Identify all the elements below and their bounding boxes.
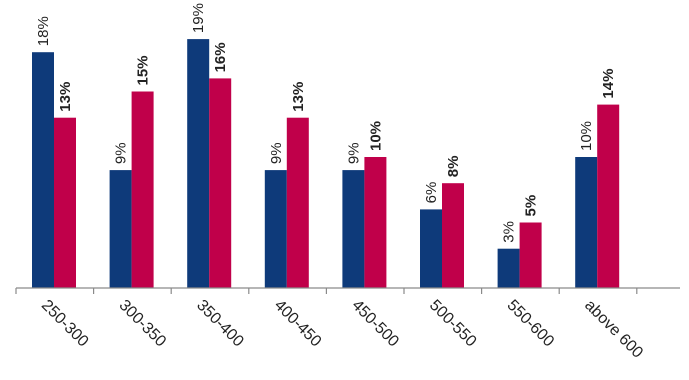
data-label-series-1: 9% <box>268 142 285 164</box>
data-label-series-2: 5% <box>523 195 540 217</box>
data-label-series-1: 3% <box>501 221 518 243</box>
bar-series-2-300-350 <box>131 91 154 288</box>
x-tick-label: above 600 <box>581 297 646 362</box>
data-label-series-1: 18% <box>35 16 52 46</box>
bar-series-2-350-400 <box>209 78 232 289</box>
bars-group <box>32 39 620 289</box>
data-label-series-2: 16% <box>212 42 229 72</box>
bar-series-2-550-600 <box>519 222 542 288</box>
bar-series-2-450-500 <box>364 157 387 288</box>
data-label-series-2: 15% <box>135 55 152 85</box>
data-label-series-2: 10% <box>367 121 384 151</box>
data-label-series-1: 9% <box>113 142 130 164</box>
data-label-series-1: 10% <box>578 121 595 151</box>
data-label-series-2: 13% <box>57 82 74 112</box>
data-label-series-2: 13% <box>290 82 307 112</box>
x-tick-label: 500-550 <box>426 297 480 351</box>
x-tick-label: 400-450 <box>271 297 325 351</box>
bar-series-1-above-600 <box>575 157 598 288</box>
data-label-series-1: 6% <box>423 182 440 204</box>
bar-series-1-500-550 <box>420 209 442 288</box>
bar-series-1-550-600 <box>497 248 520 288</box>
data-labels-group: 18% 13% 9% 15% 19% 16% 9% 13% 9% 10% 6%8% 3%5% 10% 14… <box>35 3 617 243</box>
data-label-series-2: 14% <box>600 69 617 99</box>
bar-series-2-400-450 <box>286 117 309 288</box>
bar-series-2-above-600 <box>597 104 620 288</box>
x-tick-label: 550-600 <box>504 297 558 351</box>
bar-series-1-450-500 <box>342 170 365 288</box>
data-label-series-1: 19% <box>190 3 207 33</box>
x-tick-label: 250-300 <box>38 297 92 351</box>
x-tick-label: 300-350 <box>116 297 170 351</box>
bar-series-2-500-550 <box>442 183 464 288</box>
bar-series-2-250-300 <box>54 117 76 288</box>
bar-series-1-300-350 <box>109 170 132 288</box>
data-label-series-2: 8% <box>445 156 462 178</box>
bar-series-1-350-400 <box>187 39 210 288</box>
x-tick-label: 350-400 <box>193 297 247 351</box>
data-label-series-1: 9% <box>345 142 362 164</box>
bar-series-1-250-300 <box>32 52 54 289</box>
x-axis-ticks-group: 250-300 300-350 350-400 400-450 450-500 500-5… <box>15 288 646 362</box>
x-tick-label: 450-500 <box>348 297 402 351</box>
bar-series-1-400-450 <box>264 170 287 288</box>
